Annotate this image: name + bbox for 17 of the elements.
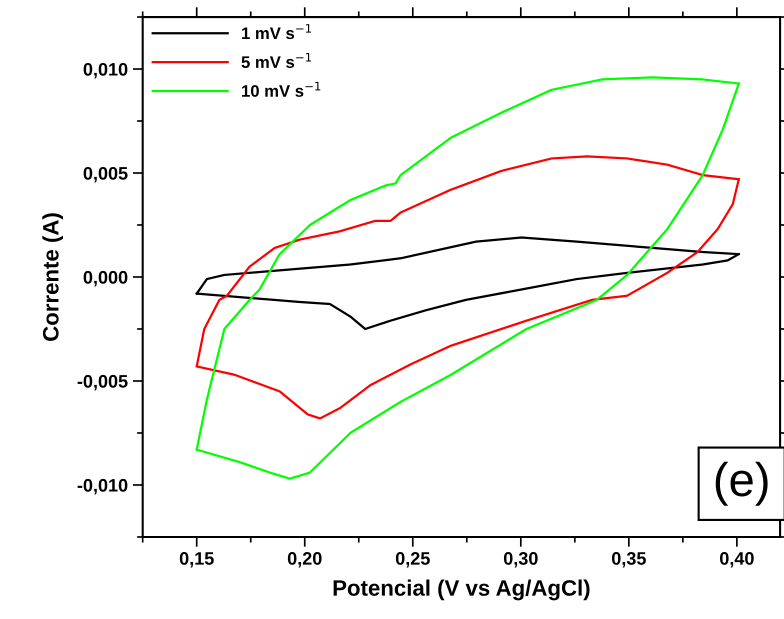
y-tick-label: -0,005 xyxy=(78,374,128,390)
annotation: (e) xyxy=(716,462,768,506)
y-tick-label: -0,010 xyxy=(78,478,128,494)
x-tick-label: 0,20 xyxy=(288,552,322,568)
x-tick-label: 0,30 xyxy=(504,552,538,568)
y-tick-label: 0,005 xyxy=(84,166,128,182)
x-tick-label: 0,35 xyxy=(612,552,646,568)
legend-label: 10 mV s$^{−1}$ xyxy=(242,82,320,97)
legend-label: 5 mV s$^{−1}$ xyxy=(242,52,312,68)
y-axis-title: Corrente (A) xyxy=(42,213,64,341)
x-tick-label: 0,40 xyxy=(720,552,754,568)
x-tick-label: 0,25 xyxy=(396,552,430,568)
x-axis-title: Potencial (V vs Ag/AgCl) xyxy=(334,580,590,600)
y-tick-label: 0,010 xyxy=(84,62,128,78)
x-tick-label: 0,15 xyxy=(180,552,214,568)
legend-label: 1 mV s$^{−1}$ xyxy=(242,24,312,40)
y-tick-label: 0,000 xyxy=(84,270,128,286)
